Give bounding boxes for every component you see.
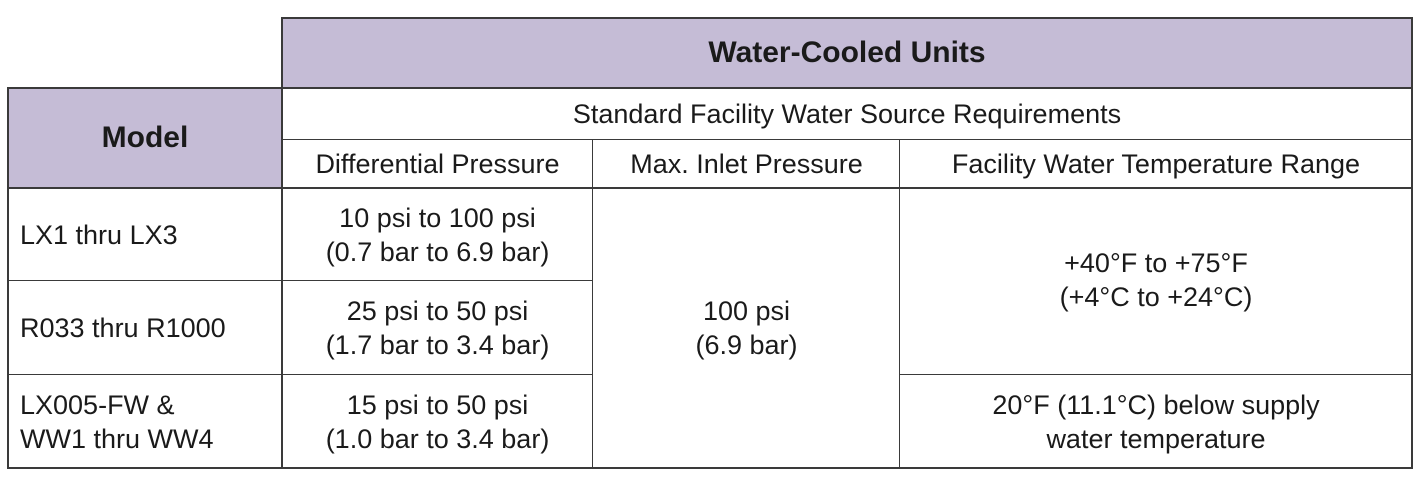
border-line — [7, 467, 1413, 469]
border-line — [900, 374, 1413, 375]
model-name: WW1 thru WW4 — [20, 423, 214, 454]
border-line — [281, 139, 1413, 140]
border-line — [281, 17, 283, 469]
table-row-2-model: R033 thru R1000 — [8, 281, 282, 375]
border-line — [1411, 17, 1413, 469]
max-inlet-psi: 100 psi — [702, 296, 791, 326]
model-header-text: Model — [101, 121, 189, 154]
subheader-text: Standard Facility Water Source Requireme… — [572, 99, 1122, 129]
col-header-temperature-range: Facility Water Temperature Range — [900, 140, 1412, 188]
table-row-1-differential: 10 psi to 100 psi (0.7 bar to 6.9 bar) — [282, 188, 593, 281]
diff-psi: 25 psi to 50 psi — [346, 296, 529, 326]
table-title: Water-Cooled Units — [282, 18, 1412, 88]
border-line — [592, 139, 593, 469]
border-line — [7, 187, 1413, 189]
subheader: Standard Facility Water Source Requireme… — [282, 88, 1412, 140]
col-header-text: Differential Pressure — [315, 149, 560, 179]
temperature-range-value: +40°F to +75°F (+4°C to +24°C) — [900, 188, 1412, 375]
table-row-2-differential: 25 psi to 50 psi (1.7 bar to 3.4 bar) — [282, 281, 593, 375]
model-header: Model — [8, 88, 282, 188]
col-header-text: Max. Inlet Pressure — [630, 149, 863, 179]
border-line — [7, 280, 593, 281]
col-header-differential-pressure: Differential Pressure — [282, 140, 593, 188]
border-line — [7, 374, 593, 375]
diff-psi: 10 psi to 100 psi — [339, 202, 536, 233]
diff-bar: (1.0 bar to 3.4 bar) — [325, 423, 550, 454]
table-row-3-model: LX005-FW & WW1 thru WW4 — [8, 375, 282, 468]
diff-bar: (1.7 bar to 3.4 bar) — [325, 330, 550, 360]
col-header-max-inlet-pressure: Max. Inlet Pressure — [593, 140, 900, 188]
diff-bar: (0.7 bar to 6.9 bar) — [325, 236, 550, 267]
col-header-text: Facility Water Temperature Range — [951, 149, 1361, 179]
temp-range-text: 20°F (11.1°C) below supply — [992, 389, 1320, 420]
temperature-range-fw-value: 20°F (11.1°C) below supply water tempera… — [900, 375, 1412, 468]
diff-psi: 15 psi to 50 psi — [346, 389, 529, 420]
model-name: R033 thru R1000 — [20, 313, 226, 343]
border-line — [7, 87, 1413, 89]
temp-range-f: +40°F to +75°F — [1064, 247, 1248, 278]
border-line — [899, 139, 900, 469]
table-row-1-model: LX1 thru LX3 — [8, 188, 282, 281]
temp-range-text: water temperature — [1046, 423, 1266, 454]
border-line — [7, 87, 9, 469]
table-title-text: Water-Cooled Units — [708, 36, 986, 69]
max-inlet-pressure-value: 100 psi (6.9 bar) — [593, 188, 900, 468]
border-line — [281, 17, 1413, 19]
model-name: LX1 thru LX3 — [20, 219, 178, 250]
table-row-3-differential: 15 psi to 50 psi (1.0 bar to 3.4 bar) — [282, 375, 593, 468]
temp-range-c: (+4°C to +24°C) — [1059, 281, 1253, 312]
max-inlet-bar: (6.9 bar) — [695, 330, 798, 360]
model-name: LX005-FW & — [20, 389, 175, 420]
